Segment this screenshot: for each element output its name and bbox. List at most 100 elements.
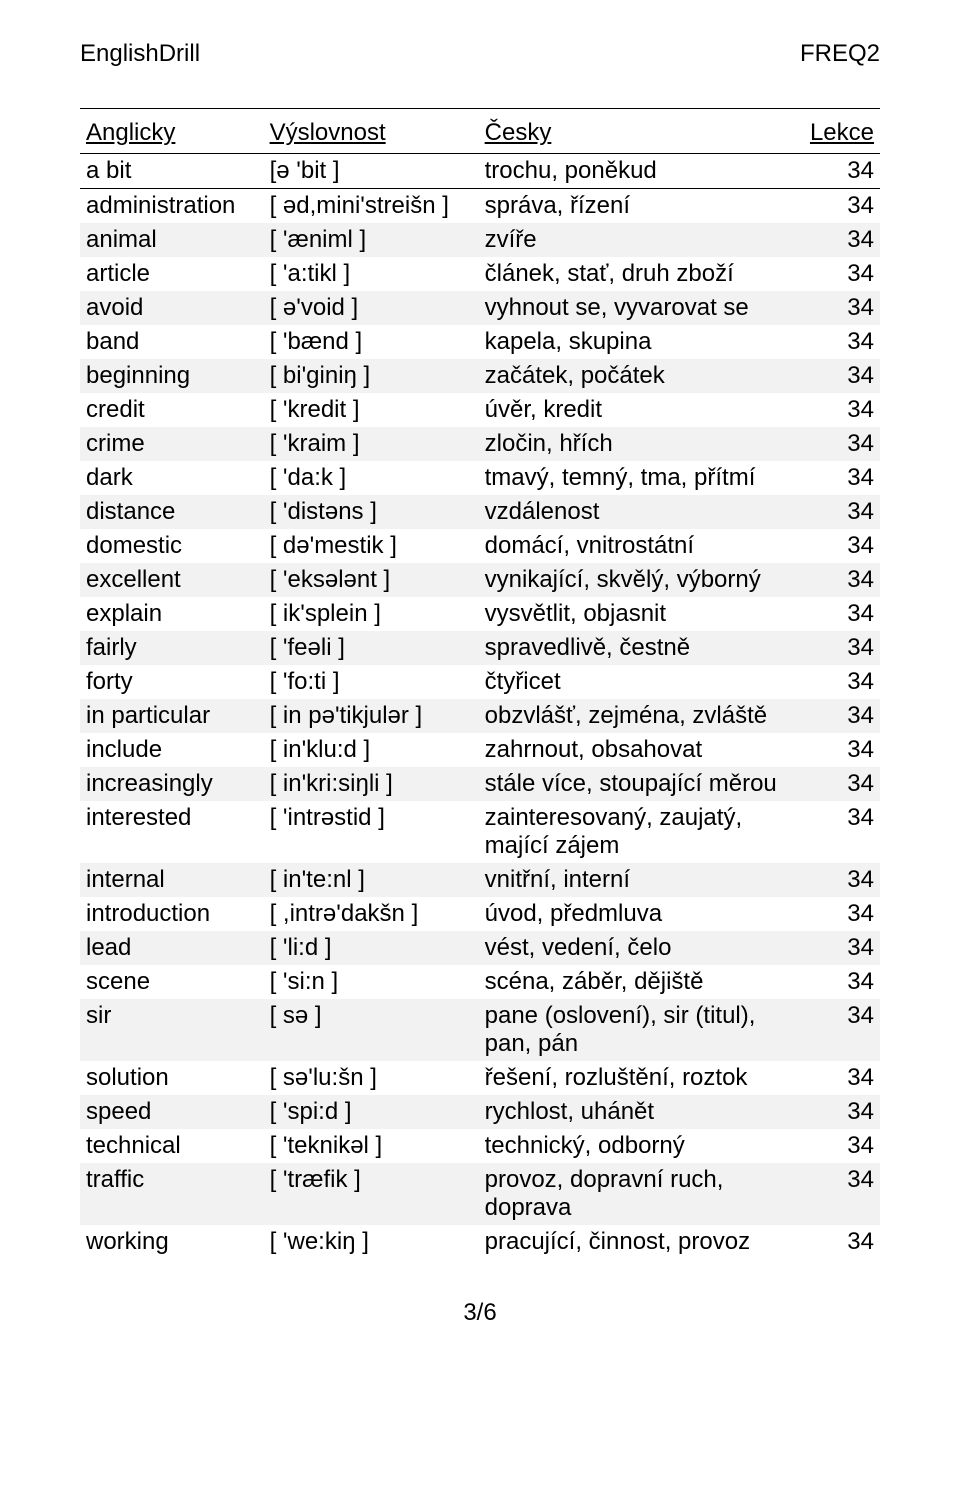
cell-czech: úvěr, kredit (479, 393, 804, 427)
cell-pronunciation: [ 'eksələnt ] (264, 563, 479, 597)
cell-pronunciation: [ əd,mini'streišn ] (264, 189, 479, 224)
cell-lesson: 34 (804, 461, 880, 495)
cell-lesson: 34 (804, 223, 880, 257)
table-row: dark[ 'da:k ]tmavý, temný, tma, přítmí34 (80, 461, 880, 495)
cell-czech: vynikající, skvělý, výborný (479, 563, 804, 597)
header-right: FREQ2 (800, 40, 880, 68)
cell-english: administration (80, 189, 264, 224)
cell-czech: vzdálenost (479, 495, 804, 529)
cell-english: fairly (80, 631, 264, 665)
cell-czech: obzvlášť, zejména, zvláště (479, 699, 804, 733)
cell-czech: domácí, vnitrostátní (479, 529, 804, 563)
page: EnglishDrill FREQ2 Anglicky Výslovnost Č… (0, 0, 960, 1357)
cell-pronunciation: [ 'li:d ] (264, 931, 479, 965)
cell-czech: pane (oslovení), sir (titul), pan, pán (479, 999, 804, 1061)
col-header-czech: Česky (479, 109, 804, 154)
cell-czech: pracující, činnost, provoz (479, 1225, 804, 1259)
cell-pronunciation: [ 'teknikəl ] (264, 1129, 479, 1163)
cell-english: animal (80, 223, 264, 257)
table-row: traffic[ 'træfik ]provoz, dopravní ruch,… (80, 1163, 880, 1225)
cell-english: in particular (80, 699, 264, 733)
cell-lesson: 34 (804, 1163, 880, 1225)
cell-english: increasingly (80, 767, 264, 801)
table-row: interested[ 'intrəstid ]zainteresovaný, … (80, 801, 880, 863)
cell-english: avoid (80, 291, 264, 325)
table-row: internal[ in'te:nl ]vnitřní, interní34 (80, 863, 880, 897)
cell-english: include (80, 733, 264, 767)
cell-czech: vysvětlit, objasnit (479, 597, 804, 631)
cell-lesson: 34 (804, 563, 880, 597)
cell-lesson: 34 (804, 1129, 880, 1163)
cell-pronunciation: [ 'æniml ] (264, 223, 479, 257)
cell-pronunciation: [ 'kraim ] (264, 427, 479, 461)
cell-lesson: 34 (804, 733, 880, 767)
table-row: distance[ 'distəns ]vzdálenost34 (80, 495, 880, 529)
cell-czech: správa, řízení (479, 189, 804, 224)
cell-pronunciation: [ ,intrə'dakšn ] (264, 897, 479, 931)
table-row: forty[ 'fo:ti ]čtyřicet34 (80, 665, 880, 699)
cell-lesson: 34 (804, 427, 880, 461)
cell-english: explain (80, 597, 264, 631)
cell-czech: stále více, stoupající měrou (479, 767, 804, 801)
cell-english: article (80, 257, 264, 291)
cell-lesson: 34 (804, 257, 880, 291)
table-row: technical[ 'teknikəl ]technický, odborný… (80, 1129, 880, 1163)
cell-czech: zahrnout, obsahovat (479, 733, 804, 767)
cell-lesson: 34 (804, 801, 880, 863)
table-row: lead[ 'li:d ]vést, vedení, čelo34 (80, 931, 880, 965)
table-row: credit[ 'kredit ]úvěr, kredit34 (80, 393, 880, 427)
cell-pronunciation: [ sə ] (264, 999, 479, 1061)
cell-lesson: 34 (804, 1061, 880, 1095)
cell-english: internal (80, 863, 264, 897)
cell-lesson: 34 (804, 1225, 880, 1259)
cell-pronunciation: [ 'træfik ] (264, 1163, 479, 1225)
cell-lesson: 34 (804, 863, 880, 897)
page-header: EnglishDrill FREQ2 (80, 40, 880, 68)
cell-lesson: 34 (804, 767, 880, 801)
cell-czech: trochu, poněkud (479, 154, 804, 189)
cell-pronunciation: [ 'feəli ] (264, 631, 479, 665)
cell-pronunciation: [ 'fo:ti ] (264, 665, 479, 699)
table-row: avoid[ ə'void ]vyhnout se, vyvarovat se3… (80, 291, 880, 325)
cell-lesson: 34 (804, 931, 880, 965)
col-header-lesson: Lekce (804, 109, 880, 154)
table-row: band[ 'bænd ]kapela, skupina34 (80, 325, 880, 359)
cell-pronunciation: [ə 'bit ] (264, 154, 479, 189)
page-footer: 3/6 (80, 1299, 880, 1327)
cell-pronunciation: [ 'da:k ] (264, 461, 479, 495)
cell-czech: řešení, rozluštění, roztok (479, 1061, 804, 1095)
cell-czech: vnitřní, interní (479, 863, 804, 897)
table-row: a bit [ə 'bit ] trochu, poněkud 34 (80, 154, 880, 189)
cell-english: beginning (80, 359, 264, 393)
cell-english: lead (80, 931, 264, 965)
cell-english: scene (80, 965, 264, 999)
cell-lesson: 34 (804, 597, 880, 631)
cell-lesson: 34 (804, 1095, 880, 1129)
cell-lesson: 34 (804, 631, 880, 665)
cell-czech: rychlost, uhánět (479, 1095, 804, 1129)
cell-czech: spravedlivě, čestně (479, 631, 804, 665)
table-row: include[ in'klu:d ]zahrnout, obsahovat34 (80, 733, 880, 767)
cell-english: domestic (80, 529, 264, 563)
cell-english: solution (80, 1061, 264, 1095)
table-row: explain[ ik'splein ]vysvětlit, objasnit3… (80, 597, 880, 631)
cell-pronunciation: [ ik'splein ] (264, 597, 479, 631)
cell-pronunciation: [ bi'giniŋ ] (264, 359, 479, 393)
cell-english: excellent (80, 563, 264, 597)
table-body: a bit [ə 'bit ] trochu, poněkud 34 admin… (80, 154, 880, 1260)
table-row: article[ 'a:tikl ]článek, stať, druh zbo… (80, 257, 880, 291)
table-row: working[ 'we:kiŋ ]pracující, činnost, pr… (80, 1225, 880, 1259)
cell-czech: kapela, skupina (479, 325, 804, 359)
col-header-english: Anglicky (80, 109, 264, 154)
cell-pronunciation: [ də'mestik ] (264, 529, 479, 563)
cell-pronunciation: [ 'si:n ] (264, 965, 479, 999)
cell-czech: tmavý, temný, tma, přítmí (479, 461, 804, 495)
cell-english: crime (80, 427, 264, 461)
table-row: administration[ əd,mini'streišn ]správa,… (80, 189, 880, 224)
cell-english: credit (80, 393, 264, 427)
table-row: increasingly[ in'kri:siŋli ]stále více, … (80, 767, 880, 801)
cell-pronunciation: [ 'we:kiŋ ] (264, 1225, 479, 1259)
cell-pronunciation: [ sə'lu:šn ] (264, 1061, 479, 1095)
cell-czech: provoz, dopravní ruch, doprava (479, 1163, 804, 1225)
table-row: introduction[ ,intrə'dakšn ]úvod, předml… (80, 897, 880, 931)
